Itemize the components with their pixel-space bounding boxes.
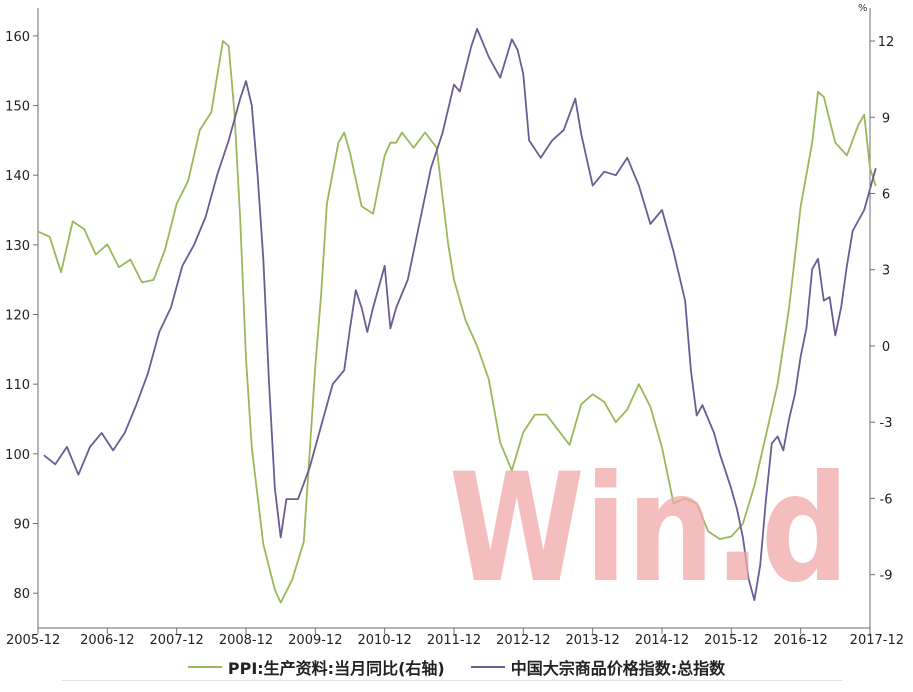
x-tick-label: 2009-12 (288, 633, 342, 648)
right-tick-label: 3 (882, 264, 890, 279)
x-tick-label: 2011-12 (427, 633, 481, 648)
x-tick-label: 2008-12 (219, 633, 273, 648)
x-tick-label: 2012-12 (496, 633, 550, 648)
right-axis-unit: % (858, 3, 868, 14)
left-axis-ticks: 80 90 100 110 120 130 140 150 160 (5, 30, 38, 602)
left-tick-label: 150 (5, 100, 30, 115)
right-tick-label: 6 (882, 187, 890, 202)
legend-item-ppi: PPI:生产资料:当月同比(右轴) (187, 655, 445, 679)
left-tick-label: 130 (5, 239, 30, 254)
legend: PPI:生产资料:当月同比(右轴) 中国大宗商品价格指数:总指数 (0, 650, 913, 684)
right-tick-label: -9 (880, 569, 893, 584)
right-tick-label: 9 (882, 111, 890, 126)
left-tick-label: 80 (13, 587, 30, 602)
legend-label-ppi: PPI:生产资料:当月同比(右轴) (227, 659, 445, 678)
legend-swatch-ppi (187, 666, 222, 668)
x-tick-label: 2007-12 (150, 633, 204, 648)
x-tick-label: 2017-12 (850, 633, 904, 648)
wind-watermark-text: Win.d (449, 468, 849, 588)
x-tick-label: 2010-12 (358, 633, 412, 648)
left-tick-label: 120 (5, 309, 30, 324)
left-tick-label: 90 (13, 518, 30, 533)
legend-swatch-commodity (470, 666, 505, 668)
right-tick-label: 0 (882, 340, 890, 355)
left-tick-label: 140 (5, 169, 30, 184)
x-tick-label: 2016-12 (774, 633, 828, 648)
legend-divider (62, 680, 842, 681)
legend-item-commodity: 中国大宗商品价格指数:总指数 (470, 655, 726, 679)
left-tick-label: 100 (5, 448, 30, 463)
right-tick-label: 12 (878, 35, 895, 50)
legend-label-commodity: 中国大宗商品价格指数:总指数 (510, 659, 726, 678)
x-tick-label: 2006-12 (80, 633, 134, 648)
left-tick-label: 110 (5, 378, 30, 393)
x-tick-label: 2005-12 (6, 633, 60, 648)
x-tick-label: 2014-12 (635, 633, 689, 648)
x-axis-ticks: 2005-12 2006-12 2007-12 2008-12 2009-12 2010-… (6, 628, 904, 648)
left-tick-label: 160 (5, 30, 30, 45)
wind-watermark: Win.d (449, 468, 849, 588)
right-axis-ticks: -9 -6 -3 0 3 6 9 12 (870, 35, 894, 584)
x-tick-label: 2015-12 (704, 633, 758, 648)
right-tick-label: -6 (880, 492, 893, 507)
right-tick-label: -3 (880, 416, 893, 431)
commodity-index-series-line (43, 27, 877, 601)
x-tick-label: 2013-12 (566, 633, 620, 648)
